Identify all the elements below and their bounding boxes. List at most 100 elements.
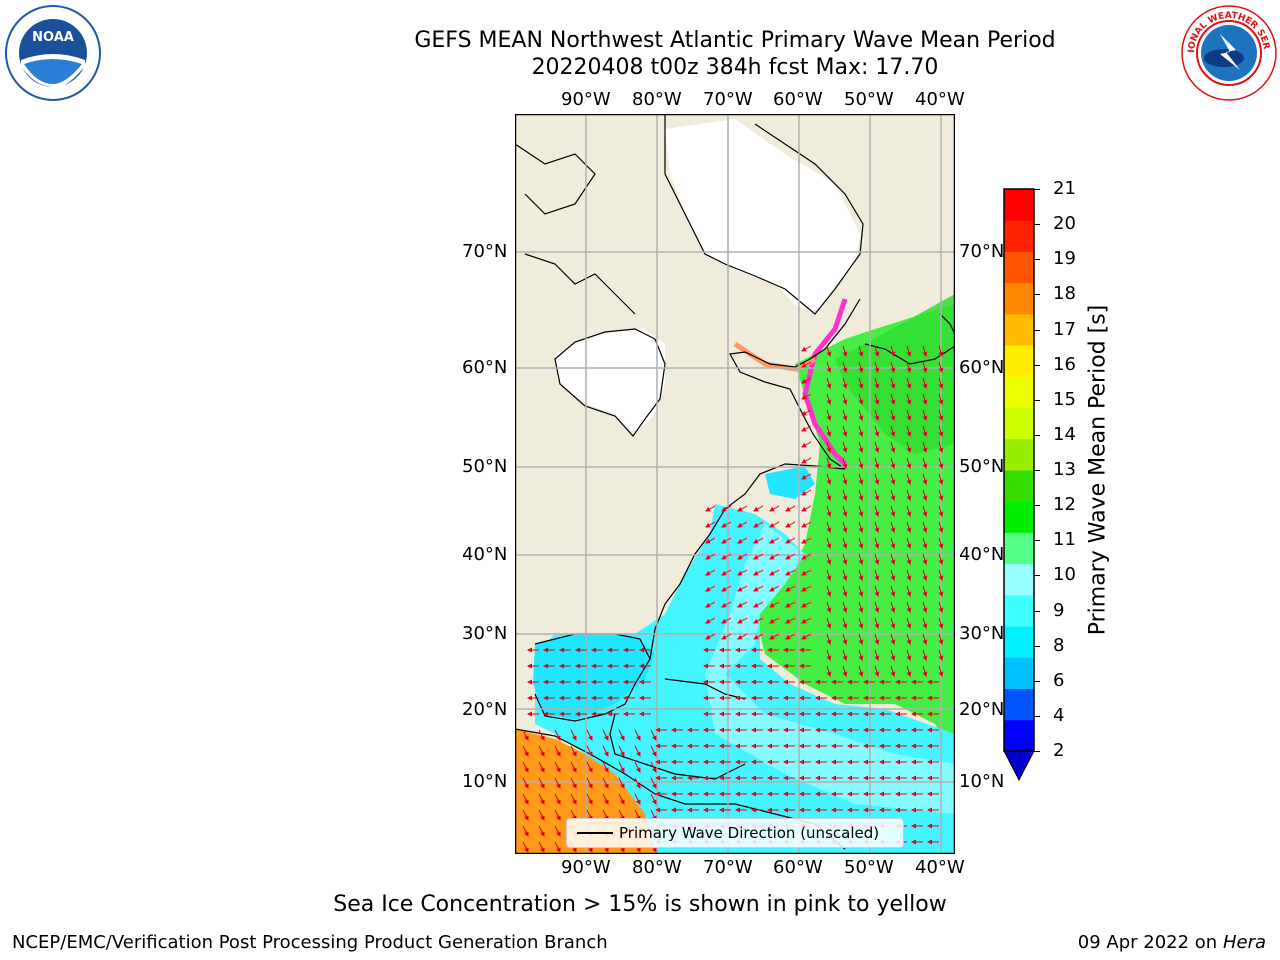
colorbar-tick-label: 13 bbox=[1053, 459, 1076, 480]
wave-arrow bbox=[874, 569, 880, 581]
wave-arrow bbox=[906, 665, 912, 677]
wave-arrow bbox=[858, 425, 864, 437]
lon-label-top-60w: 60°W bbox=[773, 89, 823, 110]
wave-arrow bbox=[721, 505, 732, 512]
colorbar-segment bbox=[1004, 626, 1034, 658]
colorbar-tick-mark bbox=[1034, 540, 1040, 542]
lat-label-right-20n: 20°N bbox=[959, 699, 1005, 720]
lon-label-bottom-60w: 60°W bbox=[773, 857, 823, 878]
wave-arrow bbox=[906, 361, 912, 373]
colorbar-segment bbox=[1004, 189, 1034, 221]
wave-arrow bbox=[801, 505, 812, 512]
wave-arrow bbox=[906, 585, 912, 597]
colorbar-extend-min bbox=[1003, 750, 1035, 782]
colorbar-tick-mark bbox=[1034, 575, 1040, 577]
colorbar-segment bbox=[1004, 563, 1034, 596]
footer-left: NCEP/EMC/Verification Post Processing Pr… bbox=[12, 932, 608, 953]
wave-arrow bbox=[737, 569, 748, 576]
wave-arrow bbox=[522, 777, 529, 789]
wave-arrow bbox=[906, 409, 912, 421]
wave-arrow bbox=[826, 617, 832, 629]
wave-arrow bbox=[890, 345, 896, 357]
wave-arrow bbox=[906, 569, 912, 581]
lat-label-left-70n: 70°N bbox=[462, 241, 508, 262]
colorbar-tick-label: 6 bbox=[1053, 669, 1065, 691]
wave-arrow bbox=[890, 569, 896, 581]
wave-arrow bbox=[753, 585, 764, 592]
wave-arrow bbox=[801, 409, 812, 416]
lon-label-bottom-80w: 80°W bbox=[632, 857, 682, 878]
lon-label-top-70w: 70°W bbox=[703, 89, 753, 110]
wave-arrow bbox=[618, 793, 625, 805]
wave-arrow bbox=[522, 729, 529, 741]
wave-arrow bbox=[890, 649, 896, 661]
wave-arrow bbox=[858, 665, 864, 677]
colorbar-tick-label: 18 bbox=[1053, 283, 1076, 305]
wave-arrow bbox=[874, 361, 880, 373]
colorbar-title: Primary Wave Mean Period [s] bbox=[1085, 304, 1111, 636]
wave-arrow bbox=[801, 489, 812, 496]
wave-arrow bbox=[554, 809, 561, 821]
wave-arrow bbox=[906, 489, 912, 501]
wave-arrow bbox=[753, 521, 764, 528]
wave-arrow bbox=[618, 761, 625, 773]
map-legend: Primary Wave Direction (unscaled) bbox=[566, 818, 904, 848]
wave-arrow bbox=[586, 729, 593, 741]
colorbar-tick-label: 10 bbox=[1053, 564, 1076, 586]
wave-arrow bbox=[538, 825, 545, 837]
wave-arrow bbox=[906, 601, 912, 613]
wave-arrow bbox=[826, 521, 832, 533]
wave-arrow bbox=[858, 441, 864, 453]
wave-arrow bbox=[650, 745, 657, 757]
wave-arrow bbox=[801, 457, 812, 464]
wave-arrow bbox=[618, 777, 625, 789]
wave-arrow bbox=[801, 569, 812, 576]
wave-arrow bbox=[554, 745, 561, 757]
wave-arrow bbox=[858, 473, 864, 485]
colorbar-segment bbox=[1004, 438, 1034, 471]
colorbar-segment bbox=[1004, 594, 1034, 627]
wave-arrow bbox=[874, 489, 880, 501]
wave-arrow bbox=[906, 553, 912, 565]
lat-label-right-10n: 10°N bbox=[959, 771, 1005, 792]
wave-arrow bbox=[769, 601, 780, 608]
wave-arrow bbox=[842, 553, 848, 565]
wave-arrow bbox=[753, 601, 764, 608]
lat-label-left-50n: 50°N bbox=[462, 456, 508, 477]
wave-arrow bbox=[858, 393, 864, 405]
colorbar-tick-mark bbox=[1034, 505, 1040, 507]
wave-arrow bbox=[906, 633, 912, 645]
wave-arrow bbox=[874, 649, 880, 661]
wave-arrow bbox=[890, 521, 896, 533]
wave-arrow bbox=[826, 665, 832, 677]
colorbar-tick-label: 17 bbox=[1053, 318, 1076, 340]
wave-arrow bbox=[906, 345, 912, 357]
wave-arrow bbox=[858, 601, 864, 613]
wave-arrow bbox=[554, 825, 561, 837]
wave-arrow bbox=[785, 553, 796, 560]
wave-arrow bbox=[890, 585, 896, 597]
wave-arrow bbox=[842, 425, 848, 437]
wave-arrow bbox=[938, 553, 944, 565]
wave-arrow bbox=[858, 553, 864, 565]
wave-arrow bbox=[938, 457, 944, 469]
wave-arrow bbox=[538, 761, 545, 773]
wave-arrow bbox=[938, 441, 944, 453]
wave-arrow bbox=[922, 441, 928, 453]
wave-arrow bbox=[538, 777, 545, 789]
wave-arrow bbox=[938, 393, 944, 405]
wave-arrow bbox=[705, 633, 716, 640]
wave-arrow bbox=[753, 633, 764, 640]
wave-arrow bbox=[826, 441, 832, 453]
wave-arrow bbox=[938, 473, 944, 485]
wave-arrow bbox=[922, 425, 928, 437]
wave-arrow bbox=[785, 585, 796, 592]
wave-arrow bbox=[801, 537, 812, 544]
wave-arrow bbox=[874, 585, 880, 597]
wave-arrow bbox=[922, 473, 928, 485]
wave-arrow bbox=[842, 665, 848, 677]
wave-arrow bbox=[922, 601, 928, 613]
wave-arrow bbox=[874, 665, 880, 677]
wave-arrow bbox=[826, 361, 832, 373]
colorbar-segment bbox=[1004, 532, 1034, 565]
